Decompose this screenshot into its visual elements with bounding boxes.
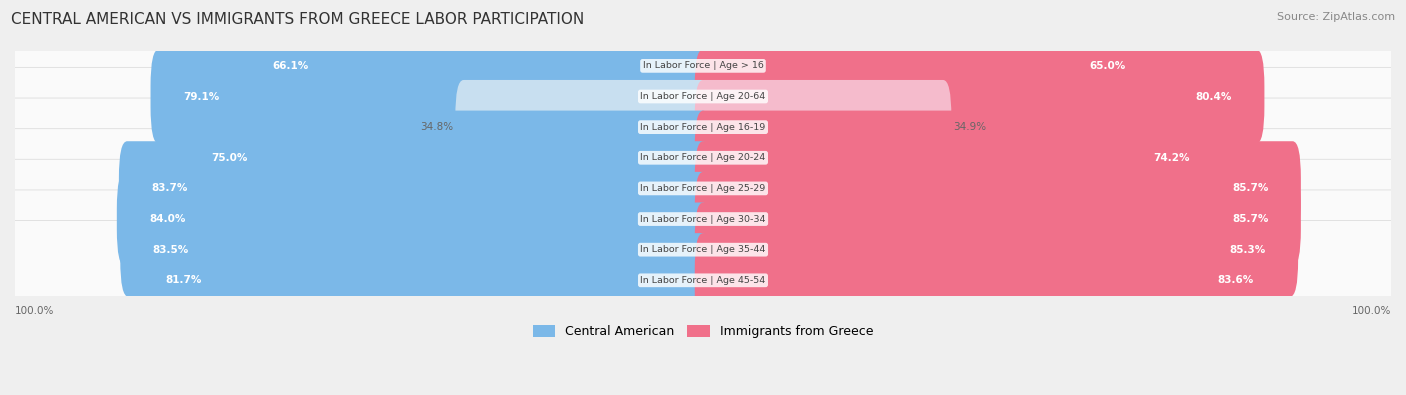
- Text: 34.8%: 34.8%: [420, 122, 453, 132]
- FancyBboxPatch shape: [695, 19, 1159, 113]
- FancyBboxPatch shape: [4, 68, 1402, 187]
- Text: 100.0%: 100.0%: [15, 307, 55, 316]
- Text: In Labor Force | Age 45-54: In Labor Force | Age 45-54: [640, 276, 766, 285]
- Text: In Labor Force | Age 35-44: In Labor Force | Age 35-44: [640, 245, 766, 254]
- Text: 85.3%: 85.3%: [1229, 245, 1265, 255]
- Text: 100.0%: 100.0%: [1351, 307, 1391, 316]
- Text: 75.0%: 75.0%: [211, 153, 247, 163]
- Text: 66.1%: 66.1%: [273, 61, 308, 71]
- FancyBboxPatch shape: [695, 80, 952, 174]
- Text: In Labor Force | Age 20-24: In Labor Force | Age 20-24: [640, 153, 766, 162]
- FancyBboxPatch shape: [695, 233, 1286, 327]
- FancyBboxPatch shape: [150, 49, 711, 144]
- Text: 83.5%: 83.5%: [153, 245, 188, 255]
- FancyBboxPatch shape: [117, 172, 711, 266]
- Text: In Labor Force | Age > 16: In Labor Force | Age > 16: [643, 61, 763, 70]
- Text: 83.7%: 83.7%: [152, 183, 187, 194]
- Text: 85.7%: 85.7%: [1232, 214, 1268, 224]
- Text: 84.0%: 84.0%: [149, 214, 186, 224]
- Text: In Labor Force | Age 30-34: In Labor Force | Age 30-34: [640, 214, 766, 224]
- FancyBboxPatch shape: [695, 172, 1301, 266]
- FancyBboxPatch shape: [132, 233, 711, 327]
- Text: Source: ZipAtlas.com: Source: ZipAtlas.com: [1277, 12, 1395, 22]
- FancyBboxPatch shape: [120, 141, 711, 235]
- Text: 83.6%: 83.6%: [1218, 275, 1254, 285]
- Text: 34.9%: 34.9%: [953, 122, 987, 132]
- Text: 65.0%: 65.0%: [1090, 61, 1126, 71]
- FancyBboxPatch shape: [240, 19, 711, 113]
- Text: 74.2%: 74.2%: [1153, 153, 1189, 163]
- FancyBboxPatch shape: [695, 203, 1298, 297]
- FancyBboxPatch shape: [179, 111, 711, 205]
- Text: CENTRAL AMERICAN VS IMMIGRANTS FROM GREECE LABOR PARTICIPATION: CENTRAL AMERICAN VS IMMIGRANTS FROM GREE…: [11, 12, 585, 27]
- Text: 85.7%: 85.7%: [1232, 183, 1268, 194]
- Text: In Labor Force | Age 25-29: In Labor Force | Age 25-29: [640, 184, 766, 193]
- Text: 80.4%: 80.4%: [1195, 92, 1232, 102]
- Text: 79.1%: 79.1%: [183, 92, 219, 102]
- FancyBboxPatch shape: [4, 129, 1402, 248]
- Legend: Central American, Immigrants from Greece: Central American, Immigrants from Greece: [527, 320, 879, 343]
- FancyBboxPatch shape: [121, 203, 711, 297]
- Text: In Labor Force | Age 16-19: In Labor Force | Age 16-19: [640, 122, 766, 132]
- FancyBboxPatch shape: [4, 37, 1402, 156]
- FancyBboxPatch shape: [695, 111, 1222, 205]
- FancyBboxPatch shape: [4, 220, 1402, 340]
- FancyBboxPatch shape: [456, 80, 711, 174]
- Text: 81.7%: 81.7%: [165, 275, 201, 285]
- FancyBboxPatch shape: [695, 141, 1301, 235]
- FancyBboxPatch shape: [4, 159, 1402, 279]
- FancyBboxPatch shape: [695, 49, 1264, 144]
- FancyBboxPatch shape: [4, 98, 1402, 218]
- FancyBboxPatch shape: [4, 6, 1402, 126]
- FancyBboxPatch shape: [4, 190, 1402, 309]
- Text: In Labor Force | Age 20-64: In Labor Force | Age 20-64: [640, 92, 766, 101]
